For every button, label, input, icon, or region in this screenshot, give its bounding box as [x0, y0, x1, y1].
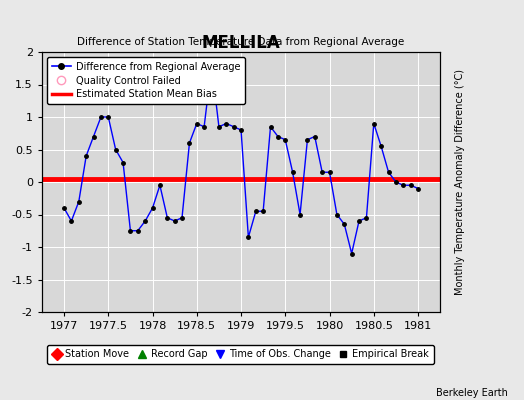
Text: Berkeley Earth: Berkeley Earth	[436, 388, 508, 398]
Legend: Station Move, Record Gap, Time of Obs. Change, Empirical Break: Station Move, Record Gap, Time of Obs. C…	[47, 345, 433, 364]
Title: MELLILA: MELLILA	[202, 34, 280, 52]
Y-axis label: Monthly Temperature Anomaly Difference (°C): Monthly Temperature Anomaly Difference (…	[455, 69, 465, 295]
Text: Difference of Station Temperature Data from Regional Average: Difference of Station Temperature Data f…	[78, 37, 405, 47]
